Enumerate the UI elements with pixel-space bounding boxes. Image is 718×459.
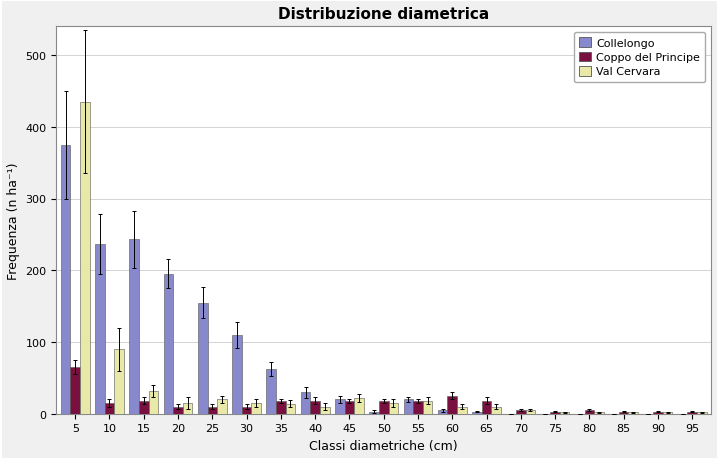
Bar bbox=[164, 274, 173, 414]
Bar bbox=[663, 413, 672, 414]
Bar bbox=[379, 401, 388, 414]
Bar bbox=[516, 410, 526, 414]
Bar bbox=[217, 399, 227, 414]
Bar bbox=[619, 412, 628, 414]
Title: Distribuzione diametrica: Distribuzione diametrica bbox=[278, 7, 490, 22]
Bar bbox=[472, 412, 482, 414]
Bar bbox=[139, 401, 149, 414]
Bar bbox=[114, 349, 124, 414]
Bar bbox=[482, 401, 491, 414]
Bar bbox=[198, 303, 208, 414]
Bar bbox=[276, 401, 286, 414]
Bar bbox=[242, 407, 251, 414]
Bar bbox=[173, 407, 183, 414]
Bar bbox=[550, 412, 560, 414]
Bar bbox=[404, 399, 413, 414]
Bar bbox=[354, 398, 364, 414]
Bar bbox=[301, 392, 310, 414]
Bar bbox=[70, 367, 80, 414]
Bar bbox=[345, 401, 354, 414]
Bar bbox=[697, 413, 707, 414]
Bar bbox=[129, 240, 139, 414]
Bar bbox=[595, 413, 604, 414]
Bar bbox=[320, 407, 330, 414]
Bar bbox=[423, 401, 432, 414]
Bar bbox=[61, 146, 70, 414]
Bar bbox=[232, 335, 242, 414]
Bar bbox=[251, 403, 261, 414]
Bar bbox=[80, 102, 90, 414]
Bar bbox=[687, 412, 697, 414]
X-axis label: Classi diametriche (cm): Classi diametriche (cm) bbox=[309, 439, 458, 452]
Bar bbox=[491, 407, 501, 414]
Bar bbox=[447, 396, 457, 414]
Bar bbox=[560, 413, 569, 414]
Y-axis label: Frequenza (n ha⁻¹): Frequenza (n ha⁻¹) bbox=[7, 162, 20, 279]
Bar bbox=[653, 412, 663, 414]
Bar bbox=[438, 410, 447, 414]
Bar bbox=[369, 412, 379, 414]
Bar bbox=[457, 407, 467, 414]
Bar bbox=[628, 413, 638, 414]
Legend: Collelongo, Coppo del Principe, Val Cervara: Collelongo, Coppo del Principe, Val Cerv… bbox=[574, 33, 706, 83]
Bar bbox=[335, 399, 345, 414]
Bar bbox=[526, 410, 535, 414]
Bar bbox=[105, 403, 114, 414]
Bar bbox=[388, 403, 398, 414]
Bar bbox=[584, 410, 595, 414]
Bar bbox=[413, 401, 423, 414]
Bar bbox=[149, 391, 158, 414]
Bar bbox=[286, 404, 295, 414]
Bar bbox=[208, 407, 217, 414]
Bar bbox=[95, 244, 105, 414]
Bar bbox=[183, 403, 192, 414]
Bar bbox=[266, 369, 276, 414]
Bar bbox=[310, 401, 320, 414]
